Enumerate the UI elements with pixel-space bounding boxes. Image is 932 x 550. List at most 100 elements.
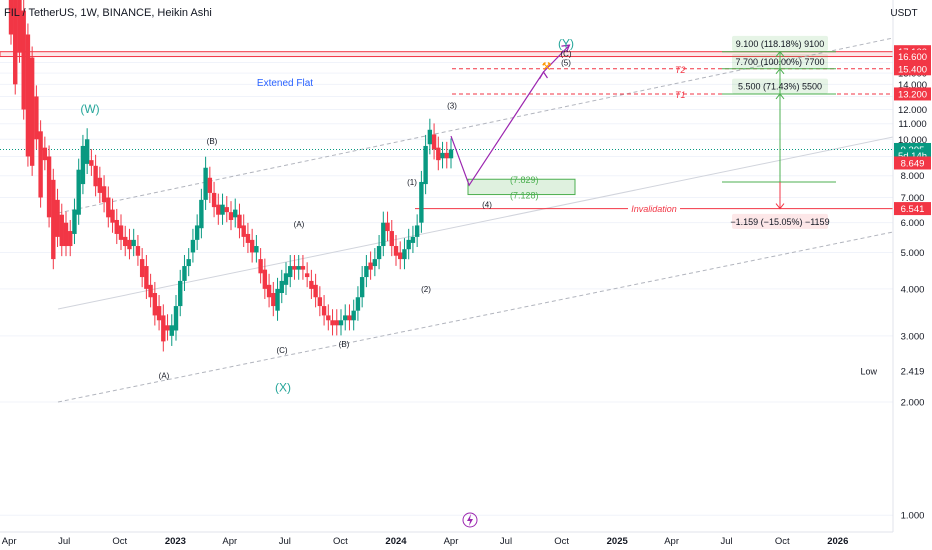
currency-label[interactable]: USDT (890, 8, 917, 19)
price-tick-label: 12.000 (898, 105, 927, 116)
price-tag-text: 8.649 (901, 158, 925, 169)
candle (21, 10, 26, 110)
wave-label: (3) (447, 101, 457, 110)
candle (368, 262, 373, 270)
candle (271, 293, 276, 307)
candle (326, 315, 331, 321)
candle (165, 325, 170, 331)
candle (258, 259, 263, 274)
overlay: FIL / TetherUS, 1W, BINANCE, Heikin Ashi… (4, 7, 918, 19)
price-tag-text: 6.541 (901, 204, 925, 215)
candle (110, 209, 115, 223)
measure-arrow (775, 203, 785, 210)
measure-box (732, 213, 828, 229)
time-tick-label: 2023 (165, 536, 186, 547)
chart-title: FIL / TetherUS, 1W, BINANCE, Heikin Ashi (4, 7, 212, 19)
candle (385, 222, 390, 232)
wave-label: (A) (159, 372, 170, 381)
measure-box-text: 5.500 (71.43%) 5500 (738, 82, 822, 92)
candle (343, 315, 348, 321)
measure-arrow (775, 50, 785, 58)
lightning-icon[interactable] (462, 512, 478, 528)
time-tick-label: Oct (775, 536, 790, 547)
candle (448, 149, 454, 159)
candle (376, 246, 382, 260)
candle (51, 179, 56, 260)
candle (431, 134, 437, 150)
candle (300, 266, 306, 270)
candle (393, 246, 399, 256)
projected-path-arrow (538, 70, 548, 80)
candle (34, 96, 39, 140)
candle (144, 266, 149, 289)
price-tick-label: 4.000 (901, 284, 925, 295)
wave-label: (5) (561, 59, 571, 68)
candle (148, 284, 153, 298)
candle (152, 293, 158, 316)
candle (237, 214, 242, 229)
candle (317, 297, 323, 307)
horizontal-lines: T2 T1 Invalidation (415, 65, 893, 215)
price-tick-label: 8.000 (901, 171, 925, 182)
measure-box (732, 35, 828, 51)
candle (199, 199, 204, 229)
lightning-icon-bolt (467, 514, 473, 526)
measure-box-text: −1.159 (−15.05%) −1159 (730, 217, 829, 227)
zone-upper-label: (7.829) (510, 175, 539, 185)
candle (182, 266, 187, 281)
time-tick-label: Apr (222, 536, 237, 547)
price-tick-label: 10.000 (898, 135, 927, 146)
candle (355, 297, 361, 311)
pattern-label: Extened Flat (257, 78, 313, 89)
wave-label: (A) (294, 220, 305, 229)
channel-lower-line (57, 231, 894, 403)
candle (423, 145, 428, 185)
candle (262, 269, 268, 289)
wave-label: (B) (207, 137, 218, 146)
candle (139, 259, 145, 278)
candle (228, 212, 234, 220)
time-axis[interactable]: Apr Jul Oct 2023 Apr Jul Oct 2024 Apr Jul Oct 2025 A… (0, 531, 893, 547)
candle (76, 169, 81, 215)
measure-box (732, 78, 828, 94)
time-tick-label: Oct (112, 536, 127, 547)
candle (275, 288, 280, 311)
candles (8, 0, 454, 352)
time-tick-label: Oct (554, 536, 569, 547)
candle (207, 177, 213, 193)
candle (89, 160, 94, 166)
projected-path: ⚒ (450, 44, 571, 187)
candle (97, 177, 103, 193)
candle (347, 315, 352, 321)
price-tag (894, 62, 931, 76)
price-tag-text: 16.600 (898, 52, 927, 63)
candle (42, 147, 48, 161)
candle (46, 156, 52, 218)
price-tick-label: 7.000 (901, 193, 925, 204)
price-tick-label: 5.000 (901, 248, 925, 259)
candle (288, 266, 293, 278)
channel-upper-line (57, 37, 894, 214)
candle (8, 0, 14, 35)
time-tick-label: 2025 (607, 536, 629, 547)
time-tick-label: Apr (444, 536, 459, 547)
invalidation-label-bg (628, 202, 680, 215)
hammer-icon: ⚒ (542, 61, 552, 73)
price-axis[interactable]: 1.000 2.000 3.000 4.000 5.000 6.000 7.000 8.000… (860, 0, 932, 550)
price-tag (894, 50, 931, 64)
candle (68, 231, 73, 247)
candle (241, 225, 246, 237)
wave-label: (W) (80, 102, 99, 116)
candle (419, 181, 424, 223)
candle (161, 315, 166, 342)
time-tick-label: 2026 (827, 536, 848, 547)
grid (0, 62, 893, 516)
zones: (7.829) (7.128) (0, 51, 894, 201)
invalidation-label: Invalidation (631, 204, 677, 214)
wave-label: (C) (276, 346, 287, 355)
measure-arrow (775, 93, 785, 100)
candle (254, 246, 259, 253)
candle (93, 165, 98, 187)
time-tick-label: Jul (500, 536, 512, 547)
